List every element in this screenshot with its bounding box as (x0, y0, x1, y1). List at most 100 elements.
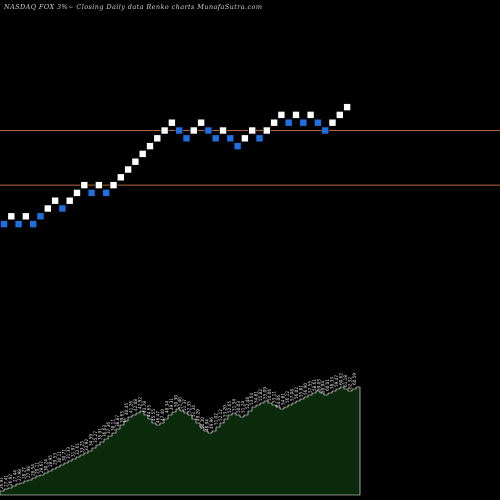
volume-label: 29.67 (39, 461, 44, 473)
volume-label: 42.08 (133, 399, 138, 411)
renko-brick-down (233, 142, 242, 150)
renko-brick-up (262, 126, 271, 135)
volume-label: 49.96 (209, 417, 214, 429)
volume-label: 59.47 (334, 375, 339, 387)
renko-brick-down (58, 204, 67, 213)
volume-label: 51.24 (240, 401, 245, 413)
volume-labels: 26.91 27.41 26.92 27.44 27.98 28.27 27.98 28.54… (0, 373, 357, 489)
volume-label: 56.02 (294, 387, 299, 399)
volume-label: 42.92 (138, 397, 143, 409)
volume-label: 33.92 (84, 439, 89, 451)
volume-label: 55.81 (298, 385, 303, 397)
renko-brick-up (248, 126, 256, 135)
renko-brick-up (306, 111, 315, 119)
volume-label: 26.91 (0, 477, 4, 489)
volume-label: 49.31 (169, 398, 174, 410)
volume-label: 52.12 (218, 409, 223, 421)
renko-brick-up (146, 142, 154, 150)
renko-brick-up (51, 196, 59, 205)
volume-label: 29.11 (35, 462, 40, 474)
renko-brick-up (270, 118, 278, 127)
volume-label: 35.27 (93, 431, 98, 443)
volume-label: 50.03 (236, 401, 241, 413)
volume-label: 62.32 (348, 377, 353, 389)
volume-label: 55.82 (258, 389, 263, 401)
renko-brick-up (73, 189, 81, 197)
renko-brick-down (299, 118, 308, 127)
volume-label: 58.61 (312, 379, 317, 391)
renko-brick-up (241, 134, 249, 143)
volume-label: 60.01 (325, 379, 330, 391)
volume-label: 57.55 (307, 381, 312, 393)
volume-label: 54.81 (281, 393, 286, 405)
volume-label: 30.11 (57, 451, 62, 463)
volume-label: 27.98 (17, 469, 22, 481)
volume-label: 59.94 (321, 381, 326, 393)
volume-label: 52.35 (187, 401, 192, 413)
renko-bricks (0, 103, 351, 228)
volume-label: 32.61 (75, 443, 80, 455)
renko-brick-up (7, 212, 16, 221)
volume-label: 53.20 (222, 405, 227, 417)
renko-brick-up (22, 212, 30, 221)
volume-label: 36.63 (102, 425, 107, 437)
renko-brick-up (343, 103, 351, 111)
volume-label: 51.54 (231, 399, 236, 411)
renko-brick-down (102, 189, 110, 197)
volume-label: 51.40 (178, 397, 183, 409)
renko-brick-down (175, 126, 183, 135)
renko-brick-up (160, 126, 169, 135)
renko-brick-down (226, 134, 235, 143)
volume-label: 60.62 (339, 373, 344, 385)
volume-label: 45.55 (151, 409, 156, 421)
volume-label: 28.27 (21, 467, 26, 479)
renko-brick-up (109, 181, 118, 189)
volume-label: 55.09 (263, 387, 268, 399)
renko-brick-down (29, 220, 38, 228)
volume-label: 44.65 (146, 405, 151, 417)
volume-label: 54.81 (254, 391, 259, 403)
renko-brick-down (284, 118, 293, 127)
volume-label: 27.44 (12, 470, 17, 482)
volume-label: 51.02 (213, 413, 218, 425)
volume-label: 35.91 (97, 428, 102, 440)
renko-brick-down (255, 134, 264, 143)
renko-brick-up (168, 118, 176, 127)
volume-label: 59.05 (316, 379, 321, 391)
volume-label: 48.34 (164, 401, 169, 413)
volume-label: 50.30 (200, 417, 205, 429)
reference-lines (0, 130, 500, 186)
renko-brick-up (328, 118, 337, 127)
volume-label: 56.90 (303, 383, 308, 395)
volume-label: 30.71 (62, 449, 67, 461)
renko-brick-down (204, 126, 213, 135)
volume-label: 58.33 (330, 377, 335, 389)
volume-label: 50.30 (173, 395, 178, 407)
renko-brick-up (292, 111, 300, 119)
renko-brick-up (190, 126, 198, 135)
renko-brick-up (219, 126, 227, 135)
volume-label: 53.64 (249, 393, 254, 405)
renko-brick-up (124, 165, 132, 174)
volume-label: 46.47 (155, 411, 160, 423)
volume-label: 38.11 (111, 419, 116, 431)
renko-brick-down (211, 134, 220, 143)
volume-label: 53.11 (272, 391, 277, 403)
renko-brick-up (80, 181, 89, 189)
volume-label: 47.40 (160, 409, 165, 421)
volume-label: 60.59 (352, 373, 357, 385)
renko-brick-down (314, 118, 322, 127)
volume-label: 57.08 (289, 389, 294, 401)
volume-label: 39.65 (120, 411, 125, 423)
volume-label: 41.26 (129, 401, 134, 413)
renko-brick-up (138, 150, 147, 158)
volume-label: 52.48 (245, 397, 250, 409)
renko-brick-down (182, 134, 191, 143)
volume-label: 29.53 (53, 453, 58, 465)
volume-label: 48.94 (205, 419, 210, 431)
volume-area (0, 386, 361, 496)
volume-label: 54.06 (276, 395, 281, 407)
volume-marker: 5 (124, 418, 127, 423)
renko-brick-up (197, 118, 205, 127)
